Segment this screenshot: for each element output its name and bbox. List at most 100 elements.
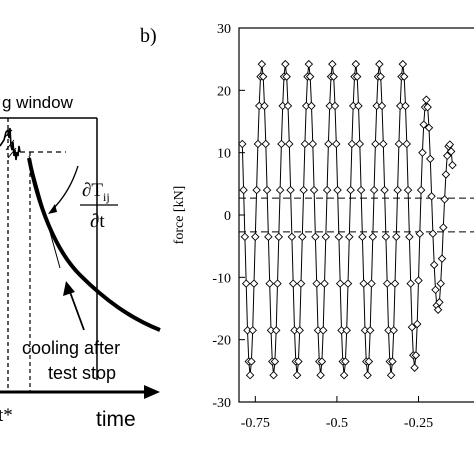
data-point-marker [249,279,259,288]
window-label: g window [2,93,74,112]
data-point-marker [392,232,401,242]
data-point-marker [305,72,315,81]
data-point-marker [253,139,263,149]
data-point-marker [435,298,444,307]
data-point-marker [292,370,302,380]
data-point-marker [365,326,375,335]
data-point-marker [386,370,396,380]
time-axis-label: time [96,408,136,431]
data-point-marker [437,254,447,263]
data-point-marker [321,232,331,242]
data-point-marker [322,185,332,195]
data-point-marker [283,101,293,111]
data-point-marker [346,185,355,195]
data-point-marker [296,279,306,288]
time-axis-arrowhead [144,385,160,399]
data-point-marker [330,101,340,111]
y-tick-label: 20 [217,84,231,99]
data-point-marker [358,232,367,242]
data-point-marker [307,101,316,111]
data-point-marker [375,59,384,69]
data-point-marker [316,370,325,380]
data-point-marker [248,326,257,335]
data-point-marker [269,370,278,380]
data-point-marker [260,101,269,111]
data-point-marker [308,139,318,149]
data-point-marker [401,101,410,111]
data-point-marker [446,147,456,156]
annotation-arrow-line [69,291,85,331]
y-tick-label: 30 [217,22,231,37]
data-point-marker [298,232,307,242]
data-point-marker [311,232,320,242]
data-point-marker [423,102,432,112]
data-point-marker [411,351,421,360]
data-point-marker [369,185,379,195]
derivative-denominator: ∂t [90,211,105,232]
data-point-marker [354,101,363,111]
panel-a: g window ∂Tij ∂t cooling after test stop… [0,93,161,431]
data-point-marker [442,151,452,161]
data-point-marker [414,276,423,285]
data-point-marker [416,185,426,195]
data-point-marker [428,229,438,238]
data-point-marker [317,357,327,366]
data-point-marker [300,139,310,149]
data-point-marker [379,139,388,149]
data-point-marker [339,370,349,380]
data-point-marker [287,232,297,242]
data-point-marker [299,185,308,195]
data-point-marker [445,140,455,149]
data-point-marker [285,139,294,149]
data-point-marker [329,72,338,81]
y-tick-label: -10 [212,271,231,286]
data-point-marker [439,223,448,232]
cooling-curve [27,157,161,332]
panel-b-label: b) [140,25,157,47]
data-point-marker [240,232,250,242]
data-point-marker [239,139,247,149]
temperature-noise-curve [0,127,21,161]
data-point-marker [251,232,260,242]
data-point-marker [335,279,345,288]
data-point-marker [364,357,374,366]
data-point-marker [356,185,366,195]
plot-frame [238,27,474,403]
data-point-marker [448,160,457,170]
data-point-marker [412,319,422,329]
data-point-marker [388,357,397,366]
data-point-marker [410,363,419,372]
data-point-marker [389,326,398,335]
data-point-marker [304,59,314,69]
data-point-marker [424,123,434,132]
data-point-marker [390,279,400,288]
hatch-marks [3,129,17,159]
data-point-marker [403,185,413,195]
data-point-marker [399,72,409,81]
data-point-marker [345,232,354,242]
data-point-marker [341,357,350,366]
data-point-marker [312,279,321,288]
data-point-marker [245,370,255,380]
data-point-marker [294,357,303,366]
data-point-marker [422,95,431,104]
annotation-arrowhead [63,281,75,296]
x-tick-label: -0.5 [326,416,348,431]
data-point-marker [262,185,272,195]
annotation-line-2: test stop [48,363,116,383]
data-point-marker [270,357,280,366]
data-point-marker [343,279,353,288]
data-point-marker [277,139,286,149]
data-point-marker [352,72,362,81]
data-point-marker [295,326,304,335]
data-point-marker [261,139,271,149]
data-point-marker [241,279,251,288]
data-point-marker [257,59,267,69]
data-point-marker [429,260,439,270]
data-point-marker [433,305,443,314]
data-point-marker [407,322,417,332]
force-chart: force [kN] -30 -20 -10 0 10 20 30 -0.75 -0.5 -0.… [172,22,474,431]
y-tick-label: 0 [224,209,231,224]
data-point-marker [342,326,351,335]
data-point-marker [363,370,372,380]
